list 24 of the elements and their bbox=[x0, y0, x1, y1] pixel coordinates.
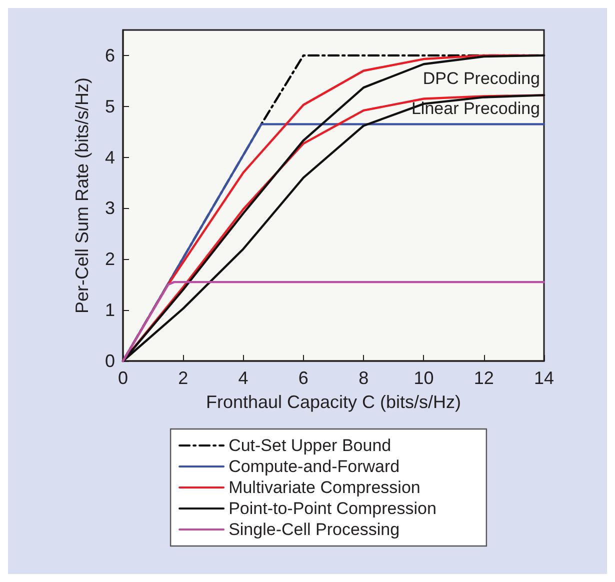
legend-label: Multivariate Compression bbox=[228, 478, 420, 497]
x-tick-label: 8 bbox=[358, 368, 369, 388]
annotation: Linear Precoding bbox=[411, 99, 540, 118]
x-tick-label: 6 bbox=[298, 368, 308, 388]
x-tick-label: 14 bbox=[534, 368, 554, 388]
x-tick-label: 0 bbox=[118, 368, 128, 388]
y-tick-label: 3 bbox=[104, 198, 115, 218]
y-tick-label: 5 bbox=[104, 96, 115, 116]
y-tick-label: 0 bbox=[104, 351, 115, 371]
y-tick-label: 6 bbox=[104, 45, 115, 66]
y-tick-label: 4 bbox=[104, 147, 115, 168]
annotation: DPC Precoding bbox=[422, 69, 540, 88]
x-axis-title: Fronthaul Capacity C (bits/s/Hz) bbox=[206, 392, 462, 412]
x-tick-label: 10 bbox=[414, 368, 434, 388]
y-tick-label: 2 bbox=[104, 249, 115, 270]
x-tick-label: 12 bbox=[474, 368, 494, 388]
legend-label: Point-to-Point Compression bbox=[228, 499, 436, 518]
y-tick-label: 1 bbox=[104, 300, 115, 320]
legend-label: Compute-and-Forward bbox=[228, 457, 400, 476]
legend-label: Single-Cell Processing bbox=[228, 520, 400, 539]
x-tick-label: 2 bbox=[178, 368, 188, 388]
legend-label: Cut-Set Upper Bound bbox=[228, 436, 392, 455]
y-axis-title: Per-Cell Sum Rate (bits/s/Hz) bbox=[72, 77, 92, 314]
x-tick-label: 4 bbox=[238, 368, 248, 388]
